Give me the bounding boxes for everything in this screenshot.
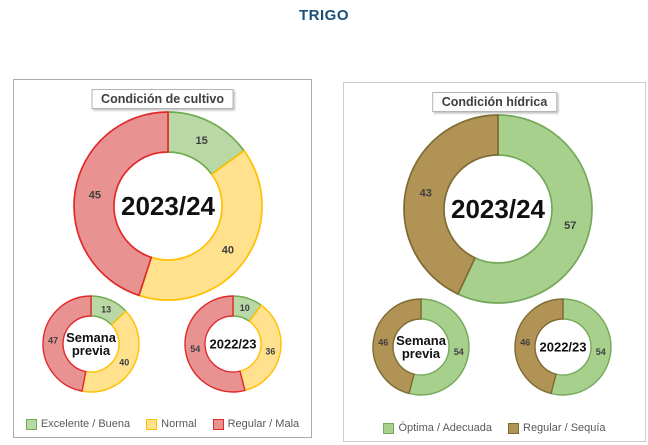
donut-center-label: 2022/23 [210, 337, 257, 352]
legend-swatch-icon [383, 422, 395, 434]
slice-value-label: 15 [195, 135, 207, 147]
legend-crop-condition: Excelente / Buena Normal Regular / Mala [14, 418, 311, 430]
slice-value-label: 54 [596, 347, 606, 357]
donut-slice [550, 298, 612, 396]
legend-label: Óptima / Adecuada [398, 422, 492, 434]
donut-slice [184, 295, 246, 393]
legend-label: Regular / Mala [227, 418, 300, 430]
donut-center-label: 2023/24 [121, 191, 216, 221]
donut-slice [42, 295, 92, 392]
chart-title-water-condition: Condición hídrica [431, 92, 558, 112]
legend-swatch-icon [212, 418, 224, 430]
donut-center-label: Semana previa [66, 330, 117, 358]
legend-swatch-icon [25, 418, 37, 430]
page-title: TRIGO [299, 7, 349, 24]
slice-value-label: 13 [101, 304, 111, 314]
donut-slice [457, 114, 593, 304]
donut-slice [403, 114, 499, 295]
slice-value-label: 46 [378, 337, 388, 347]
slice-value-label: 36 [265, 346, 275, 356]
panel-water-condition: Condición hídrica 57 43 2023/24 54 46 Semana p… [343, 82, 646, 442]
donut-slice [73, 111, 169, 297]
donut-center-label: 2022/23 [540, 340, 587, 355]
donut-slice [81, 310, 140, 393]
legend-item: Regular / Mala [212, 418, 300, 430]
legend-item: Normal [146, 418, 197, 430]
slice-value-label: 54 [190, 344, 200, 354]
slice-value-label: 57 [564, 220, 576, 232]
donut-chart-crop-condition: 15 40 45 2023/24 13 40 47 Semana previa 10 36 54 202… [42, 111, 282, 393]
legend-label: Excelente / Buena [40, 418, 131, 430]
donut-center-label: 2023/24 [451, 194, 546, 224]
donut-slice [138, 149, 263, 301]
slice-value-label: 47 [48, 336, 58, 346]
legend-swatch-icon [508, 422, 519, 434]
slice-value-label: 46 [520, 337, 530, 347]
donut-slice [408, 298, 470, 396]
legend-item: Regular / Sequía [508, 422, 606, 434]
chart-title-crop-condition: Condición de cultivo [91, 89, 234, 109]
legend-water-condition: Óptima / Adecuada Regular / Sequía [344, 422, 645, 434]
slice-value-label: 10 [240, 303, 250, 313]
legend-label: Regular / Sequía [523, 422, 606, 434]
donut-slice [372, 298, 422, 395]
slice-value-label: 40 [119, 357, 129, 367]
slice-value-label: 40 [222, 244, 234, 256]
donut-slice [514, 298, 564, 395]
slice-value-label: 45 [89, 189, 101, 201]
donut-center-label: Semana previa [396, 333, 447, 361]
panel-crop-condition: Condición de cultivo 15 40 45 2023/24 13 40 47… [13, 79, 312, 438]
legend-item: Excelente / Buena [25, 418, 131, 430]
donut-chart-water-condition: 57 43 2023/24 54 46 Semana previa 54 46 2022/23 [372, 114, 612, 396]
legend-label: Normal [161, 418, 197, 430]
slice-value-label: 54 [454, 347, 464, 357]
legend-swatch-icon [146, 418, 158, 430]
slice-value-label: 43 [420, 188, 432, 200]
legend-item: Óptima / Adecuada [383, 422, 492, 434]
